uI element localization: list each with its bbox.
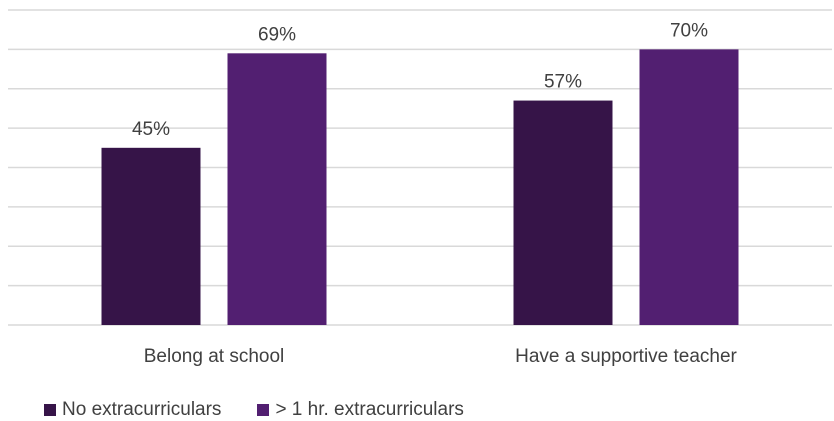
bars — [101, 49, 739, 325]
bar-chart-plot: 45% 69% 57% 70% Belong at school Have a supp… — [8, 9, 832, 367]
data-label-1-1: 70% — [670, 20, 708, 41]
bar-1-0 — [513, 100, 613, 325]
legend-label-over-1hr-extracurriculars: > 1 hr. extracurriculars — [275, 399, 464, 420]
legend-label-no-extracurriculars: No extracurriculars — [62, 399, 222, 420]
legend-swatch-over-1hr-extracurriculars — [257, 404, 270, 416]
bar-0-1 — [227, 53, 327, 325]
category-label-1: Have a supportive teacher — [515, 346, 737, 367]
category-label-0: Belong at school — [144, 346, 285, 367]
legend-swatch-no-extracurriculars — [44, 404, 56, 416]
bar-0-0 — [101, 147, 201, 325]
data-label-0-0: 45% — [132, 119, 170, 140]
category-labels: Belong at school Have a supportive teache… — [144, 346, 738, 367]
bar-1-1 — [639, 49, 739, 325]
legend: No extracurriculars > 1 hr. extracurricu… — [44, 399, 500, 421]
legend-item-over-1hr-extracurriculars: > 1 hr. extracurriculars — [257, 399, 464, 421]
legend-item-no-extracurriculars: No extracurriculars — [44, 399, 221, 421]
data-label-1-0: 57% — [544, 72, 582, 93]
data-labels: 45% 69% 57% 70% — [132, 20, 708, 139]
data-label-0-1: 69% — [258, 24, 296, 45]
